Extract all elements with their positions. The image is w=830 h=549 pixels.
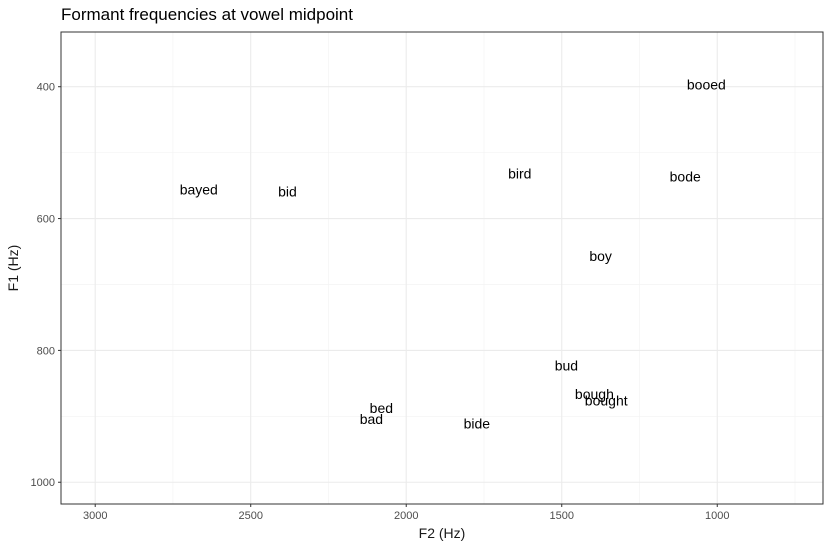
point-label-bid: bid	[278, 184, 297, 200]
point-label-bode: bode	[670, 168, 701, 184]
x-tick-label: 3000	[83, 510, 107, 522]
point-label-bought: bought	[585, 393, 628, 409]
point-label-bad: bad	[360, 411, 383, 427]
x-tick-label: 2500	[238, 510, 262, 522]
y-tick-label: 400	[37, 82, 55, 94]
y-axis-title: F1 (Hz)	[5, 245, 21, 292]
x-tick-label: 2000	[394, 510, 418, 522]
chart-title: Formant frequencies at vowel midpoint	[61, 5, 353, 24]
x-tick-label: 1500	[550, 510, 574, 522]
point-label-booed: booed	[687, 77, 726, 93]
x-axis-title: F2 (Hz)	[419, 525, 466, 541]
y-axis: 400 600 800 1000	[31, 82, 61, 489]
point-label-bird: bird	[508, 166, 531, 182]
point-label-bed: bed	[370, 400, 393, 416]
point-label-bough: bough	[575, 386, 614, 402]
x-axis: 3000 2500 2000 1500 1000	[83, 504, 729, 522]
y-tick-label: 800	[37, 345, 55, 357]
grid	[61, 32, 823, 504]
panel-border	[60, 31, 824, 505]
y-tick-label: 1000	[31, 477, 55, 489]
point-label-bide: bide	[464, 416, 491, 432]
point-label-bud: bud	[555, 358, 578, 374]
point-label-boy: boy	[589, 248, 612, 264]
x-tick-label: 1000	[705, 510, 729, 522]
y-tick-label: 600	[37, 214, 55, 226]
point-label-bayed: bayed	[180, 182, 218, 198]
